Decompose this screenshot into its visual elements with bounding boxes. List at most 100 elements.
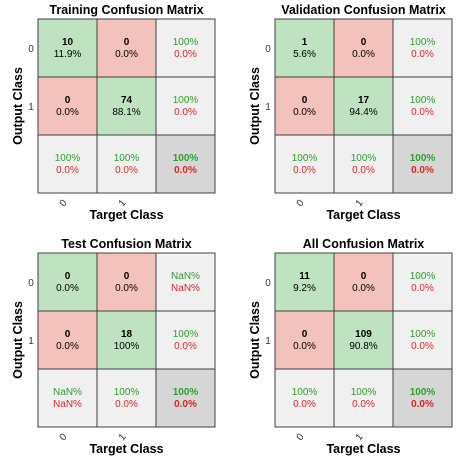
all-column-summary-cell-r2-c0 [274,368,335,428]
all-y-tick-label: 1 [265,336,271,347]
training-correct-cell-r0-c0 [37,18,98,78]
all-column-error: 0.0% [293,399,316,410]
training-cell-count: 0 [124,37,130,48]
training-correct-cell-r1-c1 [96,76,157,136]
validation-cell-count: 0 [361,37,367,48]
all-x-axis-label: Target Class [326,442,400,456]
training-cell-count: 10 [62,37,74,48]
validation-cell-count: 0 [302,95,308,106]
test-cell-count: 0 [65,271,71,282]
all-y-tick-label: 0 [265,278,271,289]
training-cell-percent: 0.0% [56,107,79,118]
validation-column-accuracy: 100% [292,153,318,164]
all-overall-error: 0.0% [411,399,434,410]
test-overall-error: 0.0% [174,399,197,410]
all-overall-accuracy: 100% [410,387,436,398]
validation-cell-percent: 0.0% [352,49,375,60]
validation-correct-cell-r1-c1 [333,76,394,136]
training-column-error: 0.0% [56,165,79,176]
all-column-accuracy: 100% [292,387,318,398]
all-x-tick-label: 1 [354,431,366,443]
test-confusion-matrix-panel: Test Confusion Matrix 0 0.0% 0 0.0% 0 0.0% 18 10… [0,234,237,468]
validation-x-tick-label: 1 [354,197,366,209]
validation-row-accuracy: 100% [410,95,436,106]
all-cell-percent: 0.0% [293,341,316,352]
all-column-error: 0.0% [352,399,375,410]
validation-row-summary-cell-r0-c2 [392,18,453,78]
training-row-summary-cell-r1-c2 [155,76,216,136]
training-row-error: 0.0% [174,107,197,118]
test-confusion-matrix-svg: Test Confusion Matrix00.0%00.0%00.0%1810… [11,237,216,456]
test-cell-percent: 0.0% [56,341,79,352]
test-column-error: NaN% [53,399,82,410]
all-cell-count: 11 [299,271,310,282]
test-column-accuracy: NaN% [53,387,82,398]
test-overall-accuracy: 100% [173,387,199,398]
validation-confusion-matrix-panel: Validation Confusion Matrix 1 5.6% 0 0.0% 0 0.… [237,0,474,234]
test-column-accuracy: 100% [114,387,140,398]
training-overall-error: 0.0% [174,165,197,176]
training-row-summary-cell-r0-c2 [155,18,216,78]
validation-cell-percent: 5.6% [293,49,316,60]
all-column-summary-cell-r2-c1 [333,368,394,428]
training-misclassified-cell-r1-c0 [37,76,98,136]
test-x-tick-label: 0 [58,431,70,443]
validation-y-axis-label: Output Class [248,67,262,145]
validation-y-tick-label: 0 [265,44,271,55]
all-cell-percent: 90.8% [349,341,377,352]
test-chart-title: Test Confusion Matrix [61,237,191,251]
all-correct-cell-r0-c0 [274,252,335,312]
test-row-accuracy: 100% [173,329,199,340]
test-correct-cell-r0-c0 [37,252,98,312]
validation-column-summary-cell-r2-c0 [274,134,335,194]
all-cell-percent: 0.0% [352,283,375,294]
all-cell-count: 0 [361,271,367,282]
validation-row-error: 0.0% [411,107,434,118]
validation-cell-percent: 0.0% [293,107,316,118]
test-cell-percent: 0.0% [56,283,79,294]
validation-overall-accuracy: 100% [410,153,436,164]
validation-correct-cell-r0-c0 [274,18,335,78]
test-correct-cell-r1-c1 [96,310,157,370]
validation-x-tick-label: 0 [295,197,307,209]
validation-confusion-matrix-svg: Validation Confusion Matrix15.6%00.0%00.… [248,3,453,222]
test-cell-count: 0 [65,329,71,340]
all-cell-count: 109 [355,329,372,340]
training-column-error: 0.0% [115,165,138,176]
all-row-accuracy: 100% [410,271,436,282]
all-column-accuracy: 100% [351,387,377,398]
all-overall-accuracy-cell-r2-c2 [392,368,453,428]
validation-overall-accuracy-cell-r2-c2 [392,134,453,194]
all-row-error: 0.0% [411,341,434,352]
training-column-summary-cell-r2-c1 [96,134,157,194]
all-chart-title: All Confusion Matrix [303,237,425,251]
test-x-axis-label: Target Class [89,442,163,456]
validation-cell-count: 17 [358,95,370,106]
training-overall-accuracy: 100% [173,153,199,164]
all-correct-cell-r1-c1 [333,310,394,370]
training-y-tick-label: 1 [28,102,34,113]
validation-misclassified-cell-r1-c0 [274,76,335,136]
training-y-axis-label: Output Class [11,67,25,145]
test-x-tick-label: 1 [117,431,129,443]
test-overall-accuracy-cell-r2-c2 [155,368,216,428]
all-row-summary-cell-r0-c2 [392,252,453,312]
test-misclassified-cell-r0-c1 [96,252,157,312]
test-column-error: 0.0% [115,399,138,410]
test-y-axis-label: Output Class [11,301,25,379]
validation-row-error: 0.0% [411,49,434,60]
test-row-error: NaN% [171,283,200,294]
test-misclassified-cell-r1-c0 [37,310,98,370]
all-row-error: 0.0% [411,283,434,294]
test-column-summary-cell-r2-c0 [37,368,98,428]
all-row-accuracy: 100% [410,329,436,340]
validation-cell-percent: 94.4% [349,107,377,118]
training-overall-accuracy-cell-r2-c2 [155,134,216,194]
validation-overall-error: 0.0% [411,165,434,176]
test-cell-percent: 100% [114,341,140,352]
training-misclassified-cell-r0-c1 [96,18,157,78]
all-cell-count: 0 [302,329,308,340]
all-row-summary-cell-r1-c2 [392,310,453,370]
validation-column-accuracy: 100% [351,153,377,164]
all-confusion-matrix-svg: All Confusion Matrix119.2%00.0%00.0%1099… [248,237,453,456]
